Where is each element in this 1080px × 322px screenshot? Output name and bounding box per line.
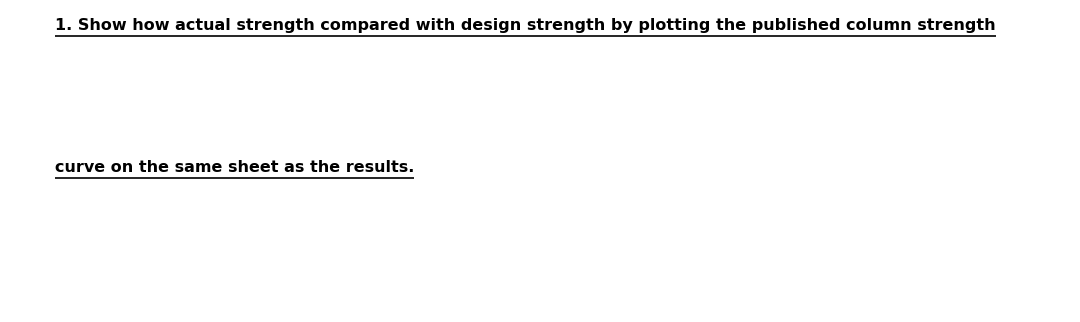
Text: 1. Show how actual strength compared with design strength by plotting the publis: 1. Show how actual strength compared wit… bbox=[55, 18, 996, 33]
Text: curve on the same sheet as the results.: curve on the same sheet as the results. bbox=[55, 160, 415, 175]
